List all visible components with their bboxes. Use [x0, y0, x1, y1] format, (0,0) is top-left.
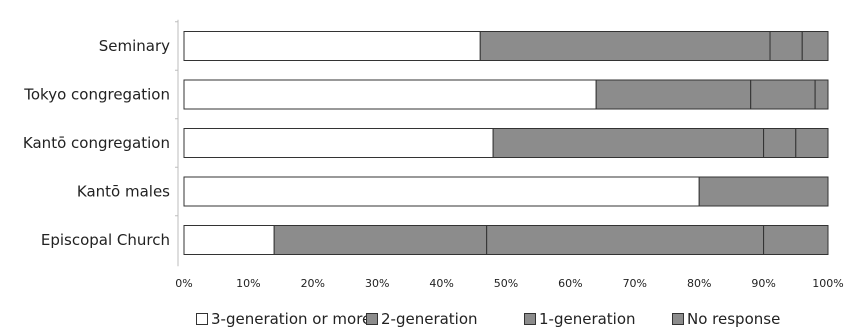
bar-segment: [795, 128, 829, 158]
x-tick-label: 70%: [623, 277, 647, 290]
x-tick-label: 100%: [812, 277, 843, 290]
category-label: Kantō males: [77, 183, 170, 201]
x-tick-label: 40%: [429, 277, 453, 290]
bar-segment: [763, 225, 829, 255]
bar-segment: [595, 79, 752, 110]
bar-segment: [801, 31, 829, 61]
bar-segment: [698, 176, 829, 207]
x-tick-label: 30%: [365, 277, 389, 290]
bar-segment: [183, 225, 275, 255]
x-tick-label: 90%: [751, 277, 775, 290]
x-tick-label: 20%: [301, 277, 325, 290]
bar-segment: [750, 79, 816, 110]
bar-segment: [273, 225, 488, 255]
legend-swatch: [196, 313, 208, 325]
legend-item: 3-generation or more: [196, 310, 371, 328]
legend-label: 3-generation or more: [211, 310, 372, 328]
bar-segment: [486, 225, 765, 255]
stacked-bar-chart: Seminary Tokyo congregation Kantō congrega…: [23, 19, 844, 290]
bar-segment: [479, 31, 771, 61]
bar-segment: [763, 128, 797, 158]
x-axis: 0% 10% 20% 30% 40% 50% 60% 70% 80% 90% 100%: [175, 19, 844, 290]
category-label: Seminary: [99, 37, 170, 55]
legend: 3-generation or more 2-generation 1-genera…: [0, 306, 847, 332]
bar-segment: [183, 31, 481, 61]
bar-segment: [183, 176, 700, 207]
legend-label: 1-generation: [539, 310, 636, 328]
legend-swatch: [672, 313, 684, 325]
legend-swatch: [366, 313, 378, 325]
legend-item: No response: [672, 310, 780, 328]
x-tick-label: 80%: [687, 277, 711, 290]
category-label: Tokyo congregation: [23, 86, 170, 104]
x-tick-label: 10%: [236, 277, 260, 290]
legend-label: No response: [687, 310, 781, 328]
category-labels: Seminary Tokyo congregation Kantō congrega…: [23, 37, 170, 249]
x-tick-label: 60%: [558, 277, 582, 290]
legend-swatch: [524, 313, 536, 325]
legend-item: 1-generation: [524, 310, 636, 328]
bar-segment: [183, 128, 494, 158]
x-tick-label: 50%: [494, 277, 518, 290]
category-label: Episcopal Church: [41, 231, 170, 249]
category-label: Kantō congregation: [23, 134, 170, 152]
bars-group: [183, 31, 829, 255]
bar-segment: [492, 128, 765, 158]
legend-item: 2-generation: [366, 310, 478, 328]
x-tick-label: 0%: [175, 277, 192, 290]
legend-label: 2-generation: [381, 310, 478, 328]
bar-segment: [769, 31, 803, 61]
bar-segment: [814, 79, 829, 110]
bar-segment: [183, 79, 597, 110]
